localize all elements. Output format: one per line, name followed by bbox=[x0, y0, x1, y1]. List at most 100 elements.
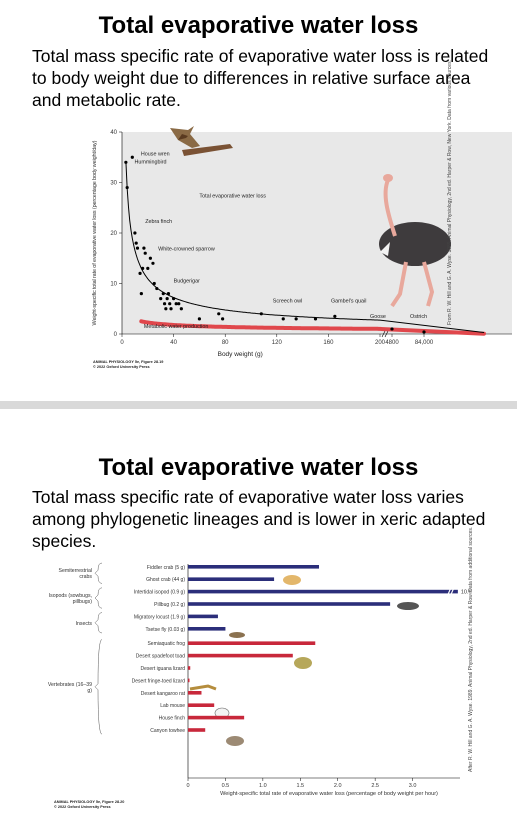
data-point bbox=[142, 246, 146, 250]
bar bbox=[188, 666, 191, 670]
data-point bbox=[151, 261, 155, 265]
bar bbox=[188, 577, 275, 581]
bar bbox=[188, 589, 458, 594]
group-label: Vertebrates (16–39 bbox=[48, 682, 92, 688]
total-evaporative-water-loss-curve bbox=[125, 161, 485, 333]
data-point bbox=[169, 307, 173, 311]
x-tick-label: 200 bbox=[375, 340, 386, 346]
data-point bbox=[217, 312, 221, 316]
figure-credit: ANIMAL PHYSIOLOGY 5e, Figure 28.20 © 202… bbox=[54, 800, 124, 810]
bar-category-label: House finch bbox=[159, 716, 186, 722]
data-point bbox=[139, 292, 143, 296]
bar-category-label: Ghost crab (44 g) bbox=[146, 577, 185, 583]
data-point bbox=[259, 312, 263, 316]
data-point bbox=[168, 302, 172, 306]
group-label: pillbugs) bbox=[73, 599, 93, 605]
slide-subtitle: Total mass specific rate of evaporative … bbox=[32, 46, 489, 110]
data-point bbox=[333, 314, 337, 318]
data-point bbox=[148, 256, 152, 260]
annotation-label: Zebra finch bbox=[145, 219, 172, 225]
group-label: Isopods (sowbugs, bbox=[49, 593, 92, 599]
data-point bbox=[172, 297, 176, 301]
figure-credit-line2: © 2022 Oxford University Press bbox=[54, 805, 111, 809]
x-axis-label: Weight-specific total rate of evaporativ… bbox=[220, 791, 438, 797]
bar-category-label: Lab mouse bbox=[160, 703, 185, 709]
metabolic-water-production-curve bbox=[139, 319, 486, 336]
figure-credit: ANIMAL PHYSIOLOGY 5e, Figure 28.19 © 202… bbox=[93, 360, 163, 370]
plot-background bbox=[122, 132, 512, 334]
annotation-label: Gambel's quail bbox=[331, 299, 367, 305]
data-point bbox=[146, 266, 150, 270]
x-break-tick-label: 84,000 bbox=[415, 340, 434, 346]
data-point bbox=[221, 317, 225, 321]
data-point bbox=[174, 302, 178, 306]
data-point bbox=[159, 297, 163, 301]
bar-break-mark bbox=[447, 587, 455, 596]
x-axis-label: Body weight (g) bbox=[218, 351, 263, 358]
ostrich-illustration bbox=[379, 174, 451, 308]
bar bbox=[188, 565, 319, 569]
annotation-label: Goose bbox=[370, 314, 386, 320]
y-tick-label: 0 bbox=[114, 332, 118, 338]
x-tick-label: 2.5 bbox=[371, 783, 379, 789]
data-point bbox=[143, 251, 147, 255]
data-point bbox=[422, 330, 426, 334]
bar-category-label: Desert spadefoot toad bbox=[136, 654, 185, 660]
vertical-credit: After R. W. Hill and G. A. Wyse. 1989. A… bbox=[468, 526, 474, 772]
bar bbox=[188, 627, 226, 631]
vertical-credit: From R. W. Hill and G. A. Wyse. 1989. An… bbox=[447, 60, 453, 325]
data-point bbox=[124, 160, 128, 164]
bar bbox=[188, 691, 202, 695]
bar-value-label: 10.6 bbox=[461, 590, 472, 596]
bar bbox=[188, 602, 391, 606]
data-point bbox=[162, 302, 167, 306]
data-point bbox=[130, 155, 134, 159]
slide-1: Total evaporative water loss Total mass … bbox=[0, 0, 517, 400]
data-point bbox=[197, 317, 201, 321]
group-brace bbox=[94, 639, 103, 735]
slide-title: Total evaporative water loss bbox=[98, 12, 419, 39]
group-brace bbox=[94, 562, 103, 584]
data-point bbox=[177, 302, 181, 306]
figure-credit-line1: ANIMAL PHYSIOLOGY 5e, Figure 28.19 bbox=[93, 360, 164, 364]
annotation-label: House wren bbox=[141, 152, 170, 158]
y-tick-label: 40 bbox=[110, 130, 117, 136]
figure-credit-line2: © 2022 Oxford University Press bbox=[93, 365, 150, 369]
x-tick-label: 40 bbox=[170, 340, 177, 346]
data-point bbox=[281, 317, 285, 321]
x-tick-label: 0 bbox=[186, 783, 189, 789]
data-point bbox=[166, 292, 171, 296]
axis-break-mark bbox=[381, 330, 389, 338]
data-point bbox=[164, 307, 168, 311]
bar bbox=[188, 641, 316, 645]
x-tick-label: 120 bbox=[272, 340, 283, 346]
bar-category-label: Intertidal isopod (0.9 g) bbox=[134, 590, 185, 596]
bar bbox=[188, 614, 218, 619]
bar-category-label: Fiddler crab (5 g) bbox=[147, 565, 185, 571]
data-point bbox=[161, 292, 165, 296]
bar bbox=[188, 728, 206, 732]
y-tick-label: 30 bbox=[110, 181, 117, 187]
data-point bbox=[165, 297, 169, 301]
body-weight-scatter-chart: 0 40 80 120 160 200 4800 84,000 0 10 20 30 40 Body we… bbox=[92, 126, 512, 358]
x-tick-label: 2.0 bbox=[334, 783, 342, 789]
annotation-label: Metabolic water production bbox=[144, 324, 208, 330]
x-tick-label: 1.5 bbox=[296, 783, 304, 789]
slide-2: Total evaporative water loss Total mass … bbox=[0, 410, 517, 827]
data-point bbox=[152, 281, 156, 286]
group-label: Semiterrestrial bbox=[59, 568, 92, 574]
bar-category-label: Desert iguana lizard bbox=[141, 666, 186, 672]
figure-credit-line1: ANIMAL PHYSIOLOGY 5e, Figure 28.20 bbox=[54, 800, 125, 804]
bar-category-label: Desert fringe-toed lizard bbox=[132, 678, 186, 684]
data-point bbox=[138, 271, 142, 275]
data-point bbox=[133, 231, 137, 235]
evaporative-loss-bar-chart: 0 0.5 1.0 1.5 2.0 2.5 3.0 Weight-specific total… bbox=[48, 562, 472, 797]
bar-category-label: Semiaquatic frog bbox=[147, 641, 185, 647]
x-tick-label: 1.0 bbox=[259, 783, 267, 789]
group-brace bbox=[94, 587, 103, 609]
bar-category-label: Desert kangaroo rat bbox=[141, 691, 186, 697]
y-axis-label: Weight-specific total rate of evaporativ… bbox=[92, 140, 98, 325]
x-break-tick-label: 4800 bbox=[385, 340, 399, 346]
data-point bbox=[313, 317, 318, 321]
data-point bbox=[141, 266, 145, 270]
